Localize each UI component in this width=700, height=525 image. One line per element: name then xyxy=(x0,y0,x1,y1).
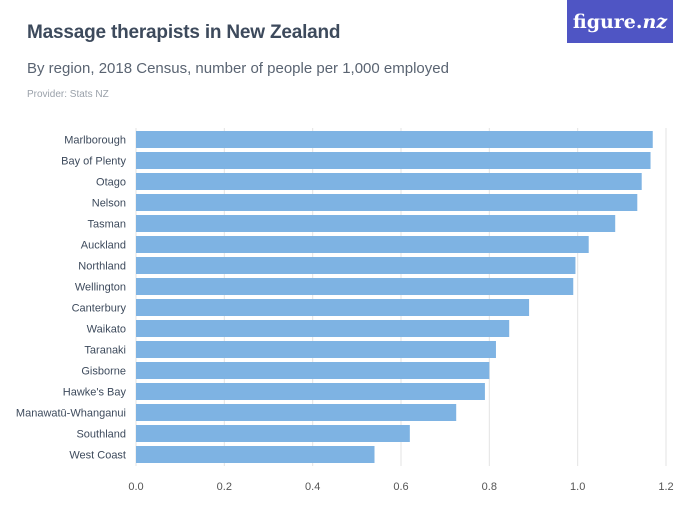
bar xyxy=(136,215,616,232)
provider-note: Provider: Stats NZ xyxy=(27,89,109,100)
chart-subtitle: By region, 2018 Census, number of people… xyxy=(27,60,449,77)
bar xyxy=(136,257,576,274)
bar xyxy=(136,425,410,442)
bar xyxy=(136,341,496,358)
bar xyxy=(136,278,574,295)
bar xyxy=(136,404,457,421)
bar xyxy=(136,173,642,190)
bar xyxy=(136,362,490,379)
bar xyxy=(136,299,530,316)
x-tick-label: 0.0 xyxy=(128,481,143,493)
x-tick-label: 0.2 xyxy=(217,481,232,493)
category-label: West Coast xyxy=(69,450,126,462)
logo-text: figure. xyxy=(572,10,643,33)
figure-nz-logo[interactable]: figure. nz xyxy=(567,0,673,43)
category-label: Wellington xyxy=(75,282,126,294)
x-tick-label: 0.6 xyxy=(393,481,408,493)
bar xyxy=(136,236,589,253)
category-label: Gisborne xyxy=(81,366,126,378)
chart-title: Massage therapists in New Zealand xyxy=(27,22,341,43)
x-tick-label: 0.4 xyxy=(305,481,320,493)
category-label: Bay of Plenty xyxy=(61,156,126,168)
bar xyxy=(136,194,638,211)
category-label: Nelson xyxy=(92,198,126,210)
bar xyxy=(136,152,651,169)
logo-text-accent: nz xyxy=(642,10,668,33)
x-tick-label: 0.8 xyxy=(482,481,497,493)
category-label: Marlborough xyxy=(64,135,126,147)
category-label: Auckland xyxy=(81,240,126,252)
category-label: Canterbury xyxy=(72,303,127,315)
category-label: Taranaki xyxy=(84,345,126,357)
category-label: Manawatū-Whanganui xyxy=(16,408,126,420)
bar xyxy=(136,320,510,337)
bar xyxy=(136,446,375,463)
category-label: Northland xyxy=(78,261,126,273)
x-tick-label: 1.0 xyxy=(570,481,585,493)
category-label: Tasman xyxy=(87,219,126,231)
category-label: Southland xyxy=(76,429,126,441)
x-tick-label: 1.2 xyxy=(658,481,673,493)
category-label: Hawke's Bay xyxy=(63,387,127,399)
bar xyxy=(136,131,653,148)
category-label: Waikato xyxy=(87,324,126,336)
category-label: Otago xyxy=(96,177,126,189)
bar xyxy=(136,383,485,400)
